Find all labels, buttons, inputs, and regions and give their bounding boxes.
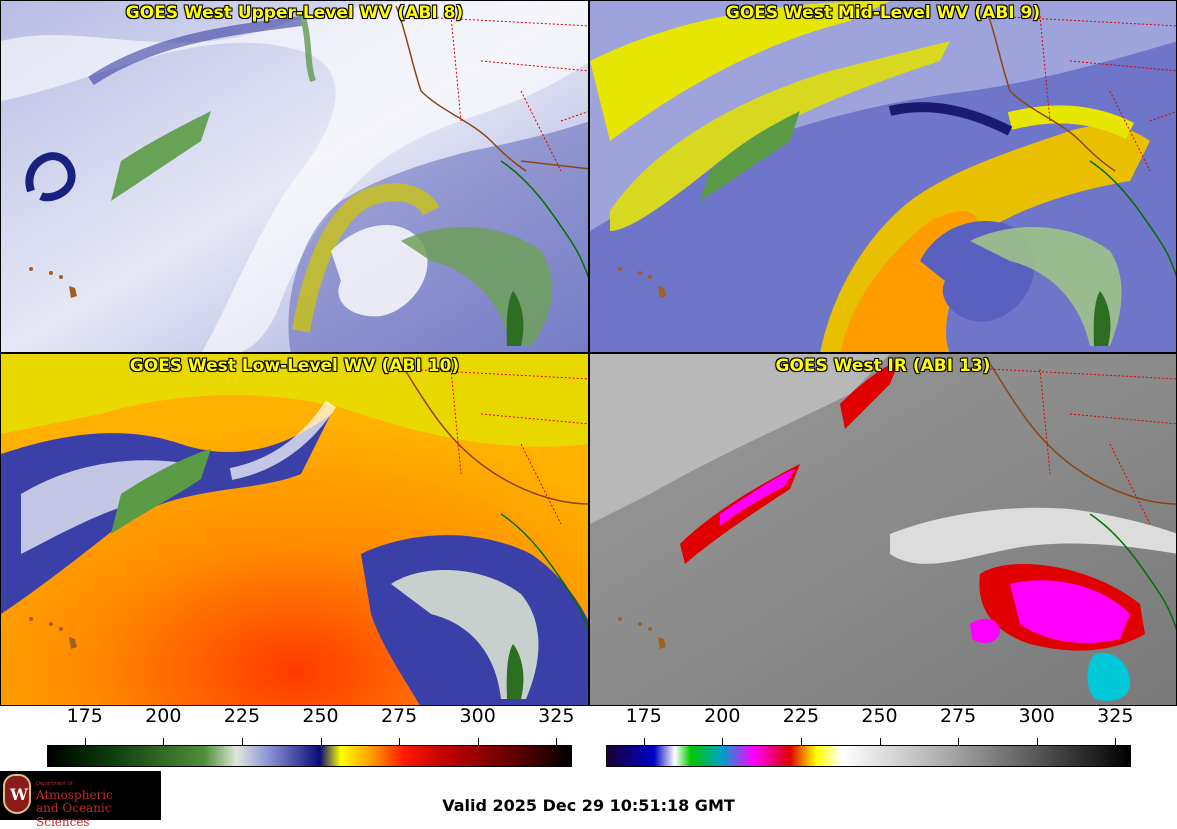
- ir-tick-label: 325: [1097, 705, 1134, 727]
- wv-tick-mark: [241, 738, 243, 745]
- wv-tick-label: 175: [66, 705, 103, 727]
- wv-tick-mark: [477, 738, 479, 745]
- wv-colorbar-ticks: 175 200 225 250 275 300 325: [47, 705, 575, 745]
- wv-tick-label: 200: [145, 705, 182, 727]
- ir-tick-label: 175: [625, 705, 662, 727]
- wv-tick-label: 250: [302, 705, 339, 727]
- ir-tick-mark: [879, 738, 881, 745]
- panel-title: GOES West Upper-Level WV (ABI 8): [125, 3, 464, 23]
- valid-time: Valid 2025 Dec 29 10:51:18 GMT: [442, 796, 735, 815]
- ir-tick-mark: [1036, 738, 1038, 745]
- wv-tick-label: 275: [380, 705, 418, 727]
- wv-tick-label: 300: [459, 705, 496, 727]
- logo-line1: Atmospheric: [36, 788, 113, 802]
- wv-tick-label: 325: [538, 705, 575, 727]
- aos-logo: W Department of Atmospheric and Oceanic …: [0, 771, 161, 829]
- seal-letter: W: [10, 785, 28, 804]
- mid-wv-image: [590, 1, 1176, 352]
- panel-upper-wv: GOES West Upper-Level WV (ABI 8): [0, 0, 589, 353]
- wv-tick-mark: [556, 738, 558, 745]
- panel-ir: GOES West IR (ABI 13): [589, 353, 1177, 706]
- ir-tick-label: 225: [782, 705, 820, 727]
- wv-tick-mark: [84, 738, 86, 745]
- ir-colorbar-ticks: 175 200 225 250 275 300 325: [606, 705, 1134, 745]
- ir-tick-label: 250: [861, 705, 898, 727]
- wv-tick-mark: [163, 738, 165, 745]
- ir-tick-mark: [800, 738, 802, 745]
- ir-tick-mark: [643, 738, 645, 745]
- ir-tick-label: 275: [939, 705, 977, 727]
- wv-colorbar: 175 200 225 250 275 300 325: [47, 705, 575, 767]
- ir-colorbar-ramp: [606, 745, 1131, 767]
- upper-wv-image: [1, 1, 588, 352]
- wv-colorbar-ramp: [47, 745, 572, 767]
- uw-seal-icon: W: [3, 774, 31, 814]
- ir-tick-label: 200: [704, 705, 741, 727]
- logo-dept-label: Department of: [36, 781, 73, 787]
- ir-tick-label: 300: [1018, 705, 1055, 727]
- ir-tick-mark: [958, 738, 960, 745]
- panel-title: GOES West Mid-Level WV (ABI 9): [725, 3, 1041, 23]
- ir-tick-mark: [722, 738, 724, 745]
- panel-title: GOES West IR (ABI 13): [775, 356, 991, 376]
- wv-tick-mark: [399, 738, 401, 745]
- ir-tick-mark: [1115, 738, 1117, 745]
- low-wv-image: [1, 354, 588, 705]
- panel-low-wv: GOES West Low-Level WV (ABI 10): [0, 353, 589, 706]
- wv-tick-label: 225: [223, 705, 261, 727]
- panel-title: GOES West Low-Level WV (ABI 10): [129, 356, 460, 376]
- ir-image: [590, 354, 1176, 705]
- ir-colorbar: 175 200 225 250 275 300 325: [606, 705, 1134, 767]
- panel-mid-wv: GOES West Mid-Level WV (ABI 9): [589, 0, 1177, 353]
- wv-tick-mark: [320, 738, 322, 745]
